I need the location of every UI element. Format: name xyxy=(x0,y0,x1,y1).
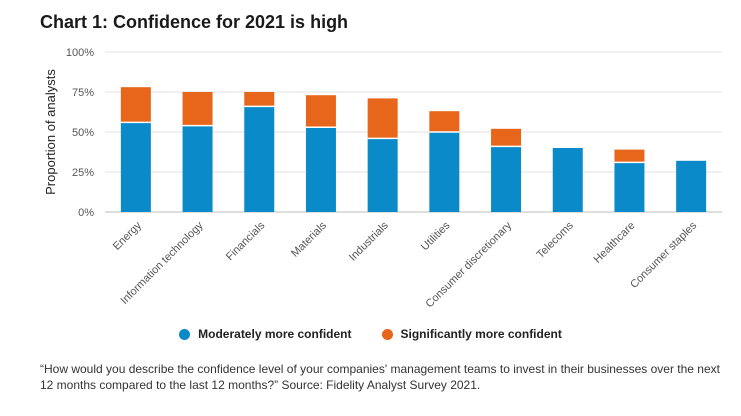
legend-marker-moderately xyxy=(179,328,191,340)
bar-moderately[interactable] xyxy=(429,132,460,212)
legend-item-significantly[interactable]: Significantly more confident xyxy=(381,327,562,341)
bar-moderately[interactable] xyxy=(182,125,213,212)
legend-item-moderately[interactable]: Moderately more confident xyxy=(179,327,352,341)
y-tick-label: 25% xyxy=(72,167,94,179)
legend: Moderately more confident Significantly … xyxy=(0,327,741,341)
bar-moderately[interactable] xyxy=(552,148,583,212)
bar-moderately[interactable] xyxy=(491,146,522,212)
legend-label-moderately: Moderately more confident xyxy=(198,327,352,341)
y-tick-label: 75% xyxy=(72,87,94,99)
bar-significantly[interactable] xyxy=(367,98,398,139)
bar-significantly[interactable] xyxy=(305,95,336,128)
legend-label-significantly: Significantly more confident xyxy=(400,327,562,341)
x-tick-label: Healthcare xyxy=(591,220,637,266)
legend-marker-significantly xyxy=(381,328,393,340)
y-tick-label: 50% xyxy=(72,127,94,139)
bars xyxy=(120,87,707,212)
x-tick-label: Industrials xyxy=(347,219,391,263)
bar-moderately[interactable] xyxy=(614,162,645,212)
y-axis-ticks: 0% 25% 50% 75% 100% xyxy=(66,47,94,219)
bar-moderately[interactable] xyxy=(244,106,275,212)
bar-significantly[interactable] xyxy=(120,87,151,123)
bar-significantly[interactable] xyxy=(491,128,522,147)
bar-significantly[interactable] xyxy=(244,92,275,107)
bar-significantly[interactable] xyxy=(182,92,213,126)
bar-moderately[interactable] xyxy=(367,138,398,212)
bar-moderately[interactable] xyxy=(676,160,707,212)
x-tick-label: Energy xyxy=(111,219,144,252)
x-tick-label: Financials xyxy=(224,219,268,263)
bar-significantly[interactable] xyxy=(429,111,460,132)
y-tick-label: 100% xyxy=(66,47,94,59)
x-tick-label: Consumer staples xyxy=(628,219,700,291)
bar-significantly[interactable] xyxy=(614,149,645,163)
x-tick-label: Materials xyxy=(289,219,329,259)
y-tick-label: 0% xyxy=(78,207,94,219)
x-tick-label: Telecoms xyxy=(535,219,577,261)
y-axis-label: Proportion of analysts xyxy=(43,69,58,195)
bar-moderately[interactable] xyxy=(305,127,336,212)
bar-moderately[interactable] xyxy=(120,122,151,212)
chart-title: Chart 1: Confidence for 2021 is high xyxy=(40,12,349,32)
stacked-bar-chart: 0% 25% 50% 75% 100% Proportion of analysts E… xyxy=(43,47,722,310)
x-tick-label: Utilities xyxy=(419,219,453,253)
footnote: “How would you describe the confidence l… xyxy=(40,362,720,392)
